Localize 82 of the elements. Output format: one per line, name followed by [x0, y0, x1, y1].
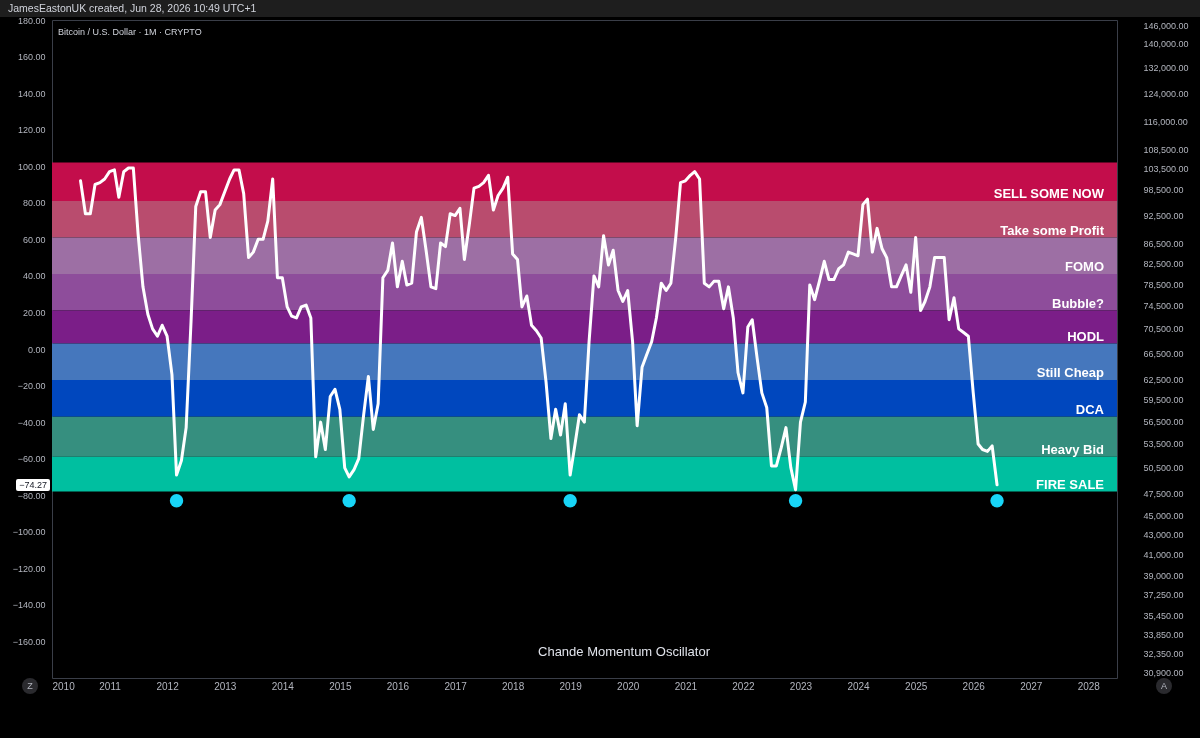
y2-tick-label: 53,500.00: [1143, 439, 1184, 450]
y2-tick-label: 39,000.00: [1143, 571, 1184, 582]
x-tick-label: 2016: [386, 680, 410, 692]
y-tick-label: 180.00: [17, 15, 46, 26]
y2-tick-label: 32,350.00: [1143, 648, 1184, 659]
y2-tick-label: 146,000.00: [1143, 21, 1189, 32]
y2-tick-label: 33,850.00: [1143, 630, 1184, 641]
y2-tick-label: 140,000.00: [1143, 38, 1189, 49]
band-label: FIRE SALE: [1036, 476, 1105, 492]
y-tick-label: 160.00: [17, 52, 46, 63]
x-tick-label: 2027: [1020, 680, 1043, 692]
band-label: DCA: [1075, 401, 1105, 417]
y-tick-label: −80.00: [17, 490, 46, 501]
x-tick-label: 2024: [847, 680, 871, 692]
y2-tick-label: 56,500.00: [1143, 416, 1184, 427]
x-tick-label: 2021: [674, 680, 698, 692]
x-tick-label: 2011: [99, 680, 122, 692]
y2-tick-label: 70,500.00: [1143, 324, 1184, 335]
band-label: Bubble?: [1052, 295, 1105, 311]
round-button: Z: [22, 678, 38, 694]
y2-tick-label: 86,500.00: [1143, 239, 1184, 250]
y2-tick-label: 74,500.00: [1143, 301, 1184, 312]
y-tick-label: 80.00: [22, 198, 46, 209]
band-label: FOMO: [1065, 259, 1104, 275]
y-tick-label: −20.00: [17, 381, 46, 392]
y2-tick-label: 103,500.00: [1143, 164, 1189, 175]
y2-tick-label: 35,450.00: [1143, 610, 1184, 621]
y2-tick-label: 62,500.00: [1143, 374, 1184, 385]
y-tick-label: −60.00: [17, 454, 46, 465]
y2-tick-label: 116,000.00: [1143, 116, 1188, 127]
x-tick-label: 2020: [617, 680, 640, 692]
x-tick-label: 2013: [214, 680, 237, 692]
y-tick-label: −40.00: [17, 417, 46, 428]
y-tick-label: 100.00: [17, 161, 46, 172]
text: JamesEastonUK created, Jun 28, 2026 10:49 UTC+1: [8, 2, 257, 14]
y2-tick-label: 82,500.00: [1143, 258, 1184, 269]
band-label: Take some Profit: [1000, 222, 1105, 238]
y-tick-label: 0.00: [27, 344, 46, 355]
annotation: Chande Momentum Oscillator: [538, 644, 710, 659]
x-tick-label: 2019: [559, 680, 583, 692]
annotation: −74.27: [16, 478, 50, 491]
y-tick-label: −140.00: [12, 600, 46, 611]
y-tick-label: 20.00: [22, 307, 46, 318]
x-tick-label: 2010: [52, 680, 76, 692]
y-tick-label: 40.00: [22, 271, 46, 282]
y2-tick-label: 59,500.00: [1143, 395, 1184, 406]
y-tick-label: −160.00: [12, 636, 46, 647]
band-label: HODL: [1067, 328, 1105, 344]
x-tick-label: 2012: [156, 680, 180, 692]
y2-tick-label: 47,500.00: [1143, 488, 1184, 499]
text: Bitcoin / U.S. Dollar · 1M · CRYPTO: [58, 27, 202, 37]
band-label: SELL SOME NOW: [993, 185, 1105, 201]
y-tick-label: 120.00: [17, 125, 46, 136]
x-tick-label: 2017: [444, 680, 468, 692]
x-tick-label: 2022: [732, 680, 755, 692]
x-tick-label: 2023: [789, 680, 813, 692]
y2-tick-label: 92,500.00: [1143, 211, 1184, 222]
y2-tick-label: 124,000.00: [1143, 89, 1189, 100]
y2-tick-label: 78,500.00: [1143, 279, 1184, 290]
y2-tick-label: 132,000.00: [1143, 63, 1189, 74]
y2-tick-label: 43,000.00: [1143, 530, 1184, 541]
y2-tick-label: 50,500.00: [1143, 463, 1184, 474]
x-tick-label: 2025: [905, 680, 928, 692]
x-tick-label: 2014: [271, 680, 295, 692]
y-tick-label: 60.00: [22, 234, 46, 245]
x-tick-label: 2015: [329, 680, 352, 692]
y2-tick-label: 108,500.00: [1143, 144, 1189, 155]
y-tick-label: −100.00: [12, 527, 46, 538]
y-tick-label: 140.00: [17, 88, 46, 99]
band-label: Still Cheap: [1036, 365, 1105, 381]
band-label: Heavy Bid: [1041, 441, 1105, 457]
y2-tick-label: 41,000.00: [1143, 550, 1184, 561]
y2-tick-label: 66,500.00: [1143, 348, 1184, 359]
x-tick-label: 2028: [1077, 680, 1101, 692]
round-button: A: [1156, 678, 1172, 694]
y2-tick-label: 37,250.00: [1143, 590, 1184, 601]
y2-tick-label: 30,900.00: [1143, 668, 1184, 679]
x-tick-label: 2026: [962, 680, 986, 692]
y2-tick-label: 45,000.00: [1143, 511, 1184, 522]
y-tick-label: −120.00: [12, 563, 46, 574]
x-tick-label: 2018: [501, 680, 525, 692]
y2-tick-label: 98,500.00: [1143, 185, 1184, 196]
